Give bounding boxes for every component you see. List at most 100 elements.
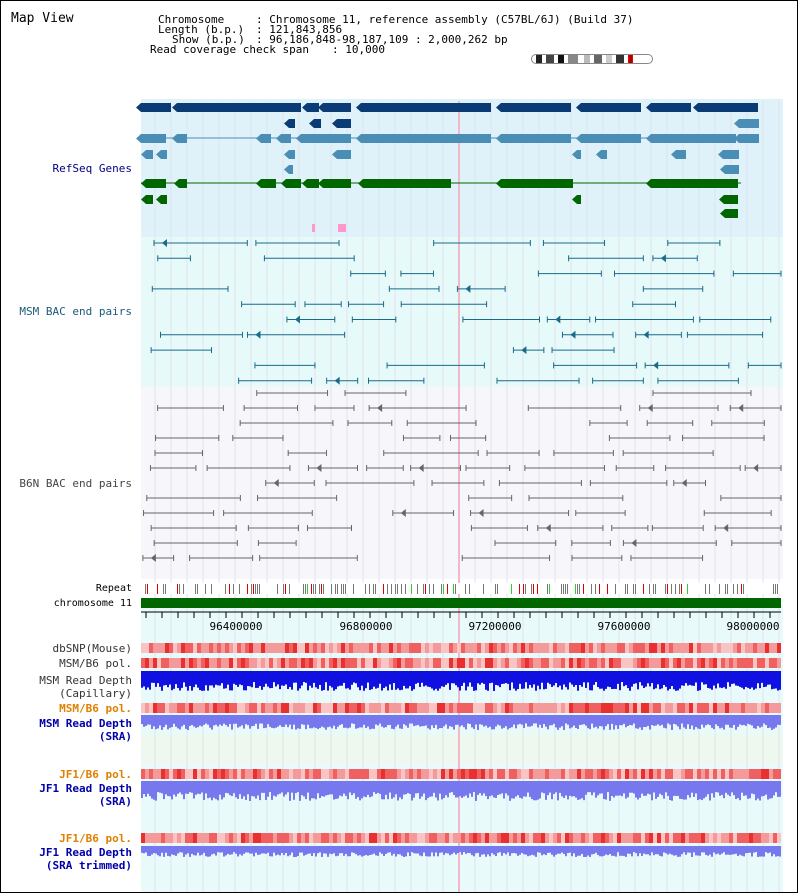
read-depth-bar xyxy=(545,846,547,856)
read-depth-bar xyxy=(753,715,755,729)
polymorphism-cell xyxy=(437,658,441,668)
polymorphism-cell xyxy=(769,703,773,713)
polymorphism-cell xyxy=(689,833,693,843)
read-depth-bar xyxy=(647,781,649,794)
polymorphism-cell xyxy=(145,643,149,653)
read-depth-bar xyxy=(685,781,687,800)
polymorphism-cell xyxy=(237,703,241,713)
read-depth-bar xyxy=(253,781,255,797)
read-depth-bar xyxy=(479,781,481,794)
polymorphism-cell xyxy=(657,833,661,843)
read-depth-bar xyxy=(255,715,257,724)
polymorphism-cell xyxy=(681,833,685,843)
read-depth-bar xyxy=(295,846,297,857)
read-depth-bar xyxy=(293,846,295,857)
polymorphism-cell xyxy=(213,703,217,713)
read-depth-bar xyxy=(733,715,735,725)
read-depth-bar xyxy=(591,715,593,724)
polymorphism-cell xyxy=(253,658,257,668)
read-depth-bar xyxy=(261,715,263,724)
read-depth-bar xyxy=(661,781,663,796)
read-depth-bar xyxy=(719,671,721,688)
read-depth-bar xyxy=(511,846,513,854)
read-depth-bar xyxy=(775,846,777,857)
polymorphism-cell xyxy=(437,833,441,843)
read-depth-bar xyxy=(447,671,449,684)
polymorphism-cell xyxy=(609,643,613,653)
polymorphism-cell xyxy=(385,769,389,779)
polymorphism-cell xyxy=(353,658,357,668)
polymorphism-cell xyxy=(345,769,349,779)
polymorphism-cell xyxy=(213,658,217,668)
read-depth-bar xyxy=(431,715,433,726)
read-depth-bar xyxy=(485,671,487,690)
polymorphism-cell xyxy=(413,643,417,653)
polymorphism-cell xyxy=(273,769,277,779)
read-depth-bar xyxy=(211,846,213,855)
polymorphism-cell xyxy=(489,769,493,779)
read-depth-bar xyxy=(147,671,149,688)
read-depth-bar xyxy=(371,846,373,855)
read-depth-bar xyxy=(141,671,143,688)
polymorphism-cell xyxy=(749,643,753,653)
read-depth-bar xyxy=(481,846,483,855)
read-depth-bar xyxy=(321,846,323,857)
read-depth-bar xyxy=(247,715,249,726)
polymorphism-cell xyxy=(613,658,617,668)
read-depth-bar xyxy=(229,781,231,796)
polymorphism-cell xyxy=(457,769,461,779)
read-depth-bar xyxy=(477,715,479,730)
read-depth-bar xyxy=(253,715,255,726)
polymorphism-cell xyxy=(709,643,713,653)
polymorphism-cell xyxy=(425,643,429,653)
read-depth-bar xyxy=(641,781,643,794)
read-depth-bar xyxy=(143,846,145,854)
read-depth-bar xyxy=(519,715,521,724)
read-depth-bar xyxy=(677,671,679,691)
read-depth-bar xyxy=(751,715,753,726)
read-depth-bar xyxy=(267,781,269,797)
repeat-mark xyxy=(229,584,230,594)
read-depth-bar xyxy=(261,846,263,854)
read-depth-bar xyxy=(293,671,295,683)
polymorphism-cell xyxy=(385,703,389,713)
gene-arrow xyxy=(718,150,723,159)
polymorphism-cell xyxy=(733,643,737,653)
read-depth-bar xyxy=(203,846,205,853)
read-depth-bar xyxy=(157,781,159,793)
read-depth-bar xyxy=(661,846,663,857)
polymorphism-cell xyxy=(489,833,493,843)
read-depth-bar xyxy=(261,671,263,690)
read-depth-bar xyxy=(581,846,583,854)
polymorphism-cell xyxy=(473,658,477,668)
polymorphism-cell xyxy=(617,769,621,779)
polymorphism-cell xyxy=(513,703,517,713)
polymorphism-cell xyxy=(533,703,537,713)
repeat-mark xyxy=(483,584,484,594)
read-depth-bar xyxy=(767,846,769,854)
read-depth-bar xyxy=(363,671,365,691)
read-depth-bar xyxy=(727,715,729,725)
gene-arrow xyxy=(284,165,289,174)
read-depth-bar xyxy=(207,715,209,725)
read-depth-bar xyxy=(363,846,365,856)
read-depth-bar xyxy=(629,781,631,793)
read-depth-bar xyxy=(731,715,733,728)
polymorphism-cell xyxy=(417,643,421,653)
read-depth-bar xyxy=(167,715,169,730)
read-depth-bar xyxy=(763,715,765,724)
polymorphism-cell xyxy=(341,833,345,843)
read-depth-bar xyxy=(745,846,747,854)
polymorphism-cell xyxy=(713,658,717,668)
read-depth-bar xyxy=(641,715,643,730)
repeat-mark xyxy=(395,584,396,594)
polymorphism-cell xyxy=(197,833,201,843)
gene-arrow xyxy=(172,103,177,112)
polymorphism-cell xyxy=(373,658,377,668)
read-depth-bar xyxy=(491,671,493,683)
chromosome-ideogram[interactable] xyxy=(531,54,653,64)
polymorphism-cell xyxy=(305,658,309,668)
polymorphism-cell xyxy=(513,769,517,779)
polymorphism-cell xyxy=(553,833,557,843)
read-depth-bar xyxy=(235,781,237,798)
